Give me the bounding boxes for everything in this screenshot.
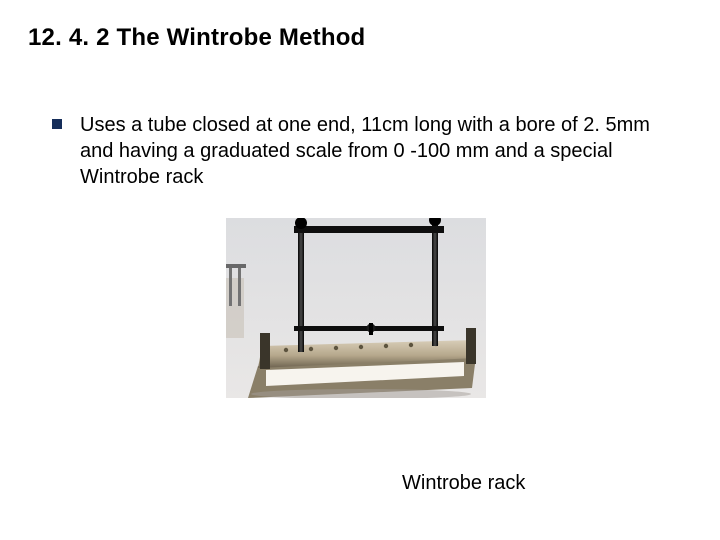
slide-title: 12. 4. 2 The Wintrobe Method bbox=[28, 24, 684, 52]
wintrobe-rack-figure bbox=[226, 218, 486, 398]
figure-container bbox=[28, 218, 684, 398]
bullet-item: Uses a tube closed at one end, 11cm long… bbox=[52, 112, 674, 190]
figure-caption: Wintrobe rack bbox=[402, 472, 525, 495]
bullet-square-icon bbox=[52, 119, 62, 129]
bullet-text: Uses a tube closed at one end, 11cm long… bbox=[80, 112, 674, 190]
